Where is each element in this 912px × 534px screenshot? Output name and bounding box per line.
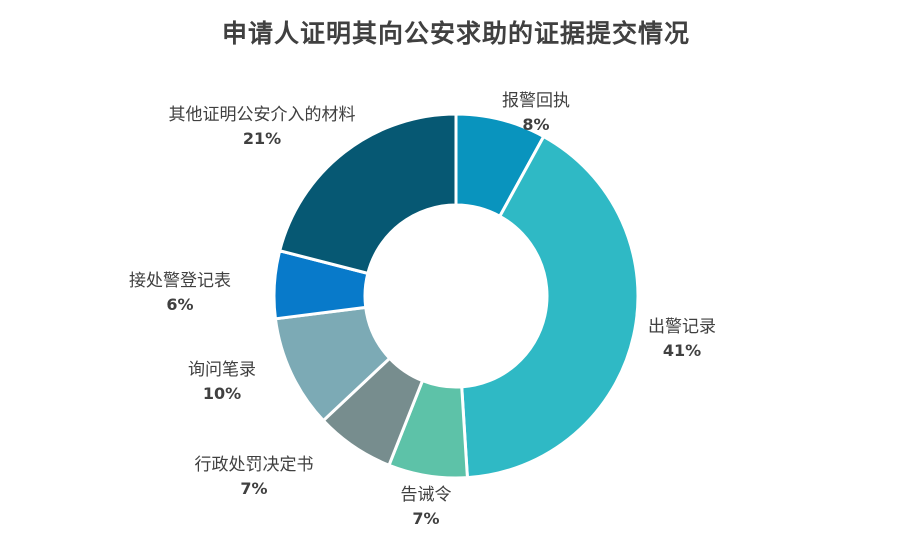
slice-percent-2: 41% <box>663 341 701 360</box>
slice-percent-4: 7% <box>240 479 267 498</box>
slice-2 <box>460 135 640 480</box>
slice-label-2: 出警记录 <box>648 317 716 337</box>
slice-percent-3: 7% <box>412 509 439 528</box>
slice-label-4: 行政处罚决定书 <box>195 455 314 475</box>
slice-label-1: 报警回执 <box>502 91 570 111</box>
slice-label-6: 接处警登记表 <box>129 271 231 291</box>
chart-title: 申请人证明其向公安求助的证据提交情况 <box>221 19 690 48</box>
labels-layer: 报警回执 8% 出警记录 41% 告诫令 7% 行政处罚决定书 7% 询问笔录 10% 接处警登记表… <box>129 91 716 528</box>
slice-percent-1: 8% <box>522 115 549 134</box>
slice-percent-5: 10% <box>203 384 241 403</box>
slices-layer <box>272 112 640 480</box>
slice-label-3: 告诫令 <box>401 485 452 505</box>
slice-label-7: 其他证明公安介入的材料 <box>169 105 356 125</box>
slice-percent-7: 21% <box>243 129 281 148</box>
slice-7 <box>278 112 458 275</box>
slice-percent-6: 6% <box>166 295 193 314</box>
slice-label-5: 询问笔录 <box>188 360 256 380</box>
